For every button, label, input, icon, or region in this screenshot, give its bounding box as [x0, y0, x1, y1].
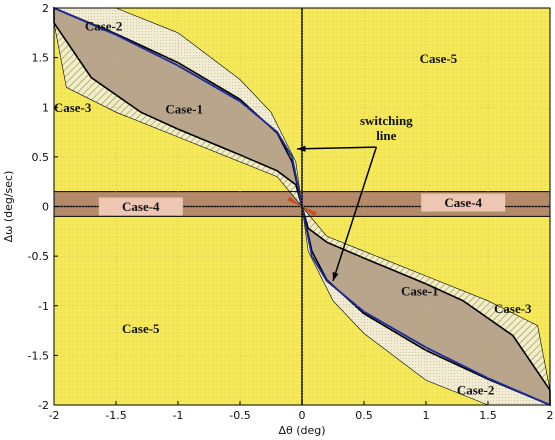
annotation-arrow-1 [297, 146, 377, 150]
annotation-arrowhead-2 [332, 271, 339, 281]
case-label-9: Case-2 [457, 383, 495, 398]
y-tick-label-4: 0 [42, 201, 49, 214]
x-axis-label: Δθ (deg) [278, 424, 325, 437]
y-tick-label-1: -1.5 [28, 349, 49, 362]
case-labels: Case-2 Case-1 Case-3 Case-5 Case-4 Case-4 Case… [54, 18, 532, 397]
case-4-label-bg-4 [98, 197, 183, 216]
x-tick-label-7: 1.5 [479, 409, 497, 422]
x-tick-label-6: 1 [423, 409, 430, 422]
x-tick-label-5: 0.5 [355, 409, 373, 422]
y-tick-label-6: 1 [42, 101, 49, 114]
x-tick-label-1: -1.5 [105, 409, 126, 422]
y-tick-label-3: -0.5 [28, 250, 49, 263]
case-label-0: Case-2 [85, 18, 123, 33]
case-label-5: Case-4 [444, 195, 482, 210]
annotation-line-1: switching [360, 113, 413, 128]
case-label-2: Case-3 [54, 100, 92, 115]
case-label-8: Case-5 [122, 321, 160, 336]
x-tick-label-0: -2 [49, 409, 60, 422]
y-tick-label-7: 1.5 [32, 52, 50, 65]
case-4-label-bg-5 [421, 193, 506, 212]
case-label-3: Case-5 [420, 51, 458, 66]
case-label-7: Case-3 [494, 301, 532, 316]
annotation-line-2: line [376, 128, 396, 143]
case-label-1: Case-1 [165, 102, 203, 117]
y-tick-label-0: -2 [38, 399, 49, 412]
axis-ticks: -2 -1.5 -1 -0.5 0 0.5 1 1.5 2 -2 -1.5 -1 -0.5 0 0.5 1 1.… [28, 2, 554, 422]
x-tick-label-2: -1 [173, 409, 184, 422]
y-tick-label-5: 0.5 [32, 151, 50, 164]
y-axis-label: Δω (deg/sec) [2, 171, 15, 243]
switching-line-annotation: switching line [297, 113, 413, 282]
case-label-6: Case-1 [401, 283, 439, 298]
x-tick-label-4: 0 [299, 409, 306, 422]
x-tick-label-8: 2 [547, 409, 554, 422]
y-tick-label-8: 2 [42, 2, 49, 15]
annotation-arrowhead-1 [297, 145, 306, 152]
x-tick-label-3: -0.5 [229, 409, 250, 422]
annotation-arrow-2 [332, 146, 378, 282]
y-tick-label-2: -1 [38, 300, 49, 313]
case-label-4: Case-4 [122, 199, 160, 214]
